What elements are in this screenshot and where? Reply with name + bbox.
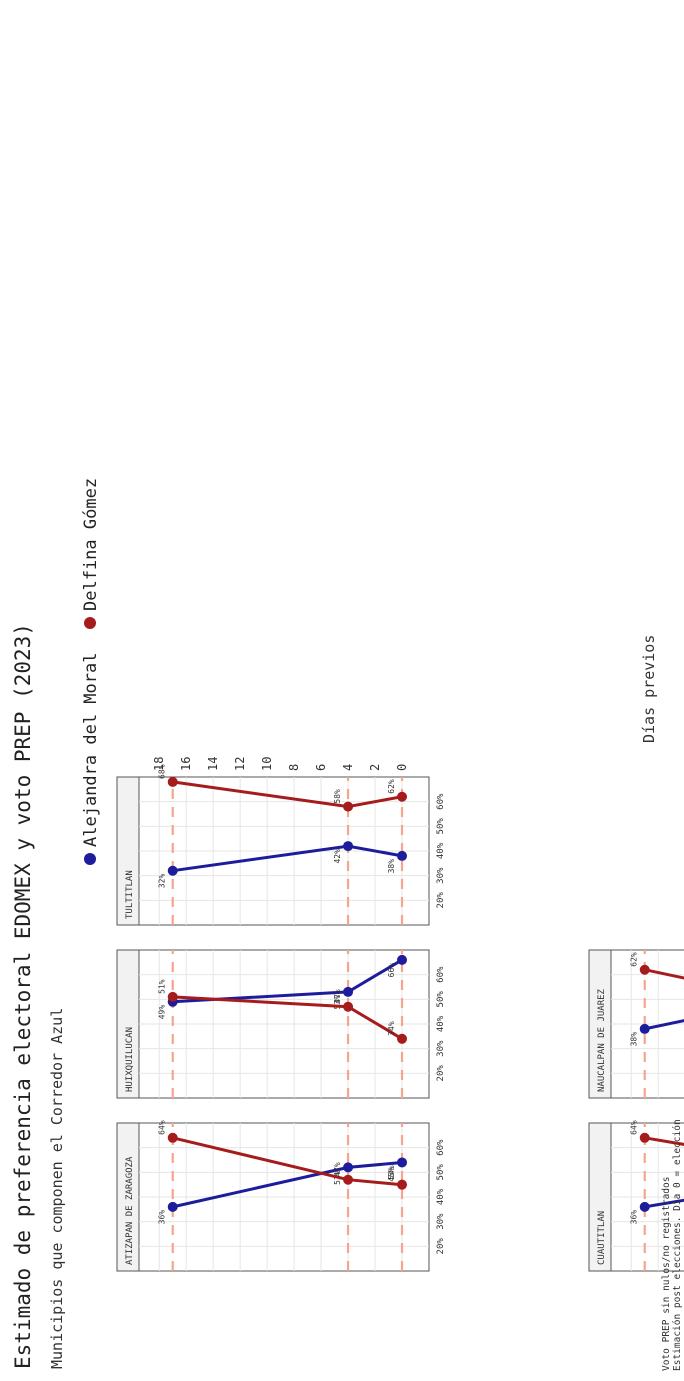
day-tick-label: 18 xyxy=(152,757,166,771)
data-label-gomez: 64% xyxy=(630,1120,639,1135)
legend: Alejandra del Moral Delfina Gómez xyxy=(81,478,101,865)
data-label-gomez: 47% xyxy=(333,989,342,1004)
data-label-gomez: 68% xyxy=(158,764,167,779)
value-tick-label: 40% xyxy=(436,1015,446,1032)
data-label-moral: 36% xyxy=(630,1210,639,1225)
data-point-gomez xyxy=(397,1033,408,1044)
data-point-moral xyxy=(343,1162,354,1173)
data-label-gomez: 62% xyxy=(387,779,396,794)
data-point-moral xyxy=(167,865,178,876)
value-tick-label: 20% xyxy=(436,1238,446,1255)
day-tick-label: 16 xyxy=(179,757,193,771)
data-point-gomez xyxy=(167,776,178,787)
data-point-gomez xyxy=(397,1179,408,1190)
footnote-line-1: Voto PREP sin nulos/no registrados xyxy=(661,1177,672,1371)
data-point-gomez xyxy=(343,801,354,812)
panel-atizapan-de-zaragoza: ATIZAPAN DE ZARAGOZA 36%52% 54%64%47% 45%60… xyxy=(116,1120,446,1272)
data-point-moral xyxy=(167,1201,178,1212)
value-tick-label: 50% xyxy=(436,1164,446,1181)
panel-title: HUIXQUILUCAN xyxy=(125,1027,135,1092)
value-tick-label: 20% xyxy=(436,892,446,909)
data-label-gomez: 51% xyxy=(158,979,167,994)
legend-label-moral: Alejandra del Moral xyxy=(81,653,101,847)
value-tick-label: 60% xyxy=(436,793,446,810)
data-label-gomez: 62% xyxy=(630,952,639,967)
legend-marker-moral xyxy=(84,853,96,865)
data-label-gomez: 34% xyxy=(387,1021,396,1036)
data-label-gomez: 45% xyxy=(387,1167,396,1182)
data-point-gomez xyxy=(397,791,408,802)
day-tick-label: 14 xyxy=(206,757,220,771)
panel-cuautitlan: CUAUTITLAN36%48%48%64%52%52%60%50%40%30%… xyxy=(588,1120,684,1272)
data-label-gomez: 64% xyxy=(158,1120,167,1135)
legend-label-gomez: Delfina Gómez xyxy=(81,478,101,611)
data-point-moral xyxy=(397,1157,408,1168)
footnote-line-2: Estimación post elecciones. Día 0 = elec… xyxy=(672,1119,683,1371)
day-tick-label: 2 xyxy=(368,764,382,771)
data-label-moral: 42% xyxy=(333,849,342,864)
day-tick-label: 8 xyxy=(287,764,301,771)
value-tick-label: 20% xyxy=(436,1065,446,1082)
data-label-gomez: 47% xyxy=(333,1162,342,1177)
value-tick-label: 40% xyxy=(436,1188,446,1205)
facet-panels: ATIZAPAN DE ZARAGOZA 36%52% 54%64%47% 45%60… xyxy=(116,757,684,1272)
data-point-moral xyxy=(397,850,408,861)
panel-naucalpan-de-juarez: NAUCALPAN DE JUAREZ38%53%55%62%47%45%60%… xyxy=(588,949,684,1099)
data-point-gomez xyxy=(639,964,650,975)
value-tick-label: 30% xyxy=(436,867,446,884)
panel-title: TULTITLAN xyxy=(125,870,135,919)
chart-subtitle: Municipios que componen el Corredor Azul xyxy=(48,1008,66,1369)
panel-title: CUAUTITLAN xyxy=(597,1211,607,1265)
value-tick-label: 30% xyxy=(436,1040,446,1057)
day-tick-label: 10 xyxy=(260,757,274,771)
data-point-gomez xyxy=(343,1174,354,1185)
day-tick-label: 0 xyxy=(395,764,409,771)
panel-title: NAUCALPAN DE JUAREZ xyxy=(597,988,607,1092)
data-point-moral xyxy=(639,1023,650,1034)
data-label-moral: 66% xyxy=(387,963,396,978)
data-label-moral: 38% xyxy=(630,1032,639,1047)
data-label-moral: 38% xyxy=(387,859,396,874)
data-label-moral: 53% xyxy=(333,995,342,1010)
data-point-gomez xyxy=(343,1001,354,1012)
data-label-moral: 32% xyxy=(158,874,167,889)
data-point-moral xyxy=(343,986,354,997)
value-tick-label: 60% xyxy=(436,966,446,983)
data-point-gomez xyxy=(639,1132,650,1143)
panel-title: ATIZAPAN DE ZARAGOZA xyxy=(125,1156,135,1265)
rotated-chart: Estimado de preferencia electoral EDOMEX… xyxy=(11,478,684,1371)
value-tick-label: 60% xyxy=(436,1139,446,1156)
chart-title: Estimado de preferencia electoral EDOMEX… xyxy=(11,623,35,1369)
day-tick-label: 4 xyxy=(341,764,355,771)
legend-marker-gomez xyxy=(84,617,96,629)
data-point-moral xyxy=(397,954,408,965)
value-tick-label: 50% xyxy=(436,991,446,1008)
data-label-gomez: 58% xyxy=(333,789,342,804)
value-tick-label: 30% xyxy=(436,1213,446,1230)
panel-huixquilucan: HUIXQUILUCAN 49% 53% 66% 51% 47% 34% 60% 50% 40% 3… xyxy=(116,949,446,1099)
data-point-moral xyxy=(639,1201,650,1212)
value-tick-label: 40% xyxy=(436,842,446,859)
data-label-moral: 36% xyxy=(158,1210,167,1225)
value-tick-label: 50% xyxy=(436,818,446,835)
x-axis-label: Días previos xyxy=(640,635,658,743)
day-tick-label: 6 xyxy=(314,764,328,771)
data-label-moral: 49% xyxy=(158,1005,167,1020)
data-point-gomez xyxy=(167,1132,178,1143)
panel-tultitlan: TULTITLAN 32% 42% 38% 68% 58% 62% 60% 50% 40% 30% 2… xyxy=(116,757,446,926)
data-label-moral: 54% xyxy=(387,1165,396,1180)
data-point-moral xyxy=(343,841,354,852)
day-tick-label: 12 xyxy=(233,757,247,771)
data-point-gomez xyxy=(167,991,178,1002)
